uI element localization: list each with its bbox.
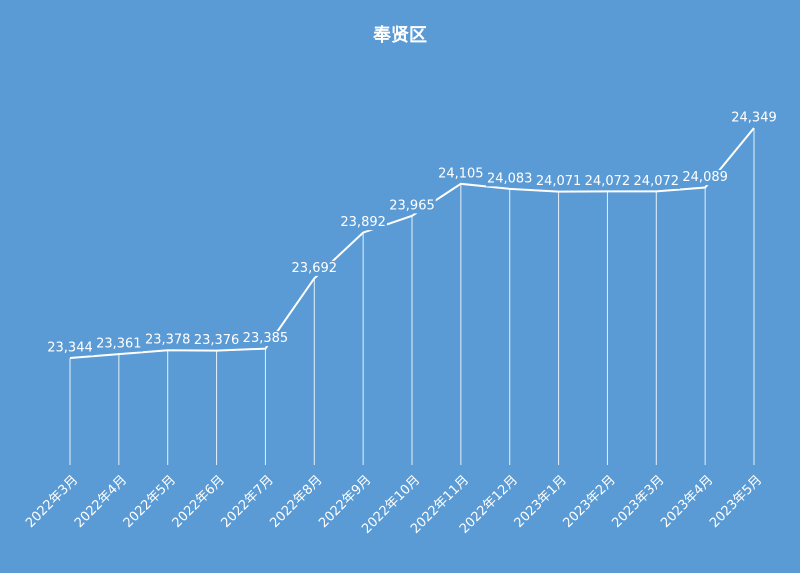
value-label: 23,965 [389, 198, 435, 213]
value-label: 23,344 [47, 341, 93, 356]
data-line [69, 127, 755, 359]
value-label: 24,072 [585, 174, 631, 189]
value-label: 23,361 [96, 337, 142, 352]
value-label-bg [730, 110, 778, 126]
value-label-bg [388, 198, 436, 214]
value-label: 23,378 [145, 333, 191, 348]
value-label: 24,089 [682, 170, 728, 185]
value-label: 24,349 [731, 111, 777, 126]
value-label-bg [95, 336, 143, 352]
value-label-bg [437, 166, 485, 182]
value-label-bg [339, 215, 387, 231]
value-label: 23,385 [243, 331, 289, 346]
value-label: 24,083 [487, 171, 533, 186]
value-label: 23,692 [292, 261, 338, 276]
value-label: 24,072 [634, 174, 680, 189]
value-label-bg [241, 331, 290, 347]
value-label-bg [290, 260, 339, 276]
value-label-bg [534, 174, 583, 190]
value-label: 24,105 [438, 166, 484, 181]
value-label-bg [46, 340, 94, 356]
value-label-bg [583, 173, 632, 189]
value-label: 23,376 [194, 333, 240, 348]
value-label-bg [143, 332, 192, 348]
chart-title: 奉贤区 [372, 24, 427, 46]
value-label-bg [681, 170, 729, 186]
value-label-bg [192, 333, 241, 349]
value-label: 24,071 [536, 174, 582, 189]
value-label-bg [485, 171, 534, 187]
value-label-bg [632, 173, 681, 189]
value-label: 23,892 [340, 215, 386, 230]
